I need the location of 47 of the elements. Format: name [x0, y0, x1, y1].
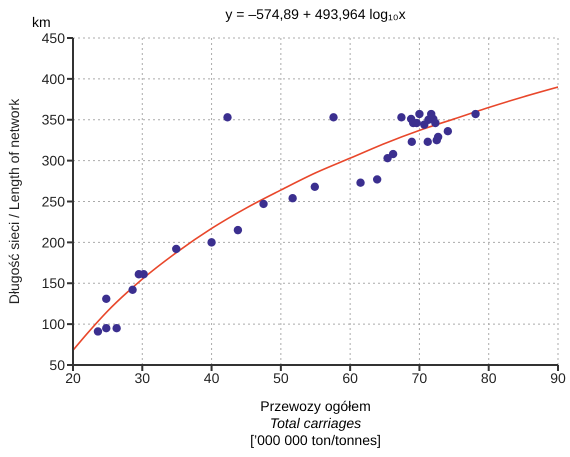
y-tick-label: 200 [42, 234, 66, 250]
point [471, 110, 480, 118]
point [223, 113, 232, 122]
line-series [73, 86, 558, 352]
point [388, 150, 398, 158]
point [356, 178, 365, 187]
y-tick-label: 400 [42, 70, 66, 87]
point [415, 110, 424, 118]
x-tick-label: 60 [342, 370, 358, 386]
y-tick-label: 50 [49, 356, 66, 373]
x-tick-label: 50 [273, 370, 289, 386]
y-tick-label: 450 [42, 30, 66, 46]
x-tick-label: 20 [65, 370, 81, 386]
point [102, 294, 110, 303]
y-tick-label: 100 [42, 316, 66, 332]
x-tick-label: 80 [480, 370, 497, 386]
point [234, 226, 242, 234]
point [207, 238, 216, 247]
x-tick-label: 70 [412, 370, 428, 386]
point [434, 132, 442, 142]
point [431, 118, 440, 128]
text: km [32, 14, 51, 30]
point [172, 244, 180, 254]
point [383, 154, 392, 162]
point [259, 200, 268, 208]
x-axis-title: Przewozy ogółem Total carriages [’000 000 ton/tonnes] [249, 398, 382, 449]
point [424, 138, 432, 146]
point [112, 324, 121, 332]
y-tick-label: 250 [42, 193, 66, 210]
point [444, 126, 452, 136]
x-tick-label: 90 [550, 370, 566, 386]
point [288, 194, 297, 202]
point [372, 175, 382, 184]
point [329, 113, 338, 122]
y-axis-title: Długość sieci / Length of network [6, 98, 22, 304]
point [102, 324, 110, 332]
x-tick-label: 30 [134, 370, 150, 386]
point [94, 327, 102, 336]
x-tick-label: 40 [204, 370, 220, 386]
y-tick-label: 350 [42, 112, 66, 128]
point [408, 138, 416, 146]
chart-title: y = –574,89 + 493,964 log₁₀x [224, 6, 407, 22]
y-tick-label: 150 [42, 275, 66, 292]
point [128, 286, 137, 294]
y-tick-label: 300 [42, 152, 66, 169]
point [397, 113, 406, 122]
point [310, 182, 320, 191]
